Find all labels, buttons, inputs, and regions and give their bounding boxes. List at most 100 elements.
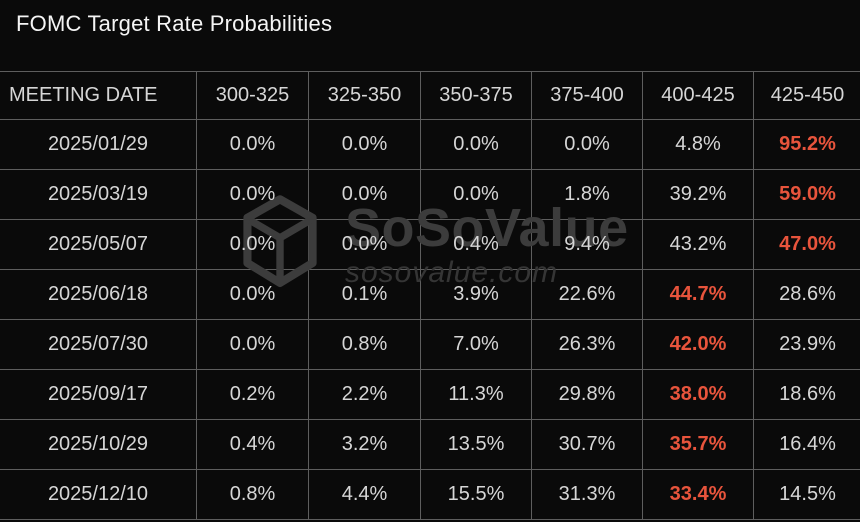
- meeting-date-cell: 2025/05/07: [0, 219, 197, 270]
- probability-value: 0.0%: [453, 183, 499, 205]
- probability-value: 26.3%: [558, 333, 616, 355]
- probability-value: 3.9%: [453, 283, 499, 305]
- probability-cell: 0.0%: [531, 119, 643, 170]
- meeting-date-value: 2025/05/07: [47, 233, 149, 255]
- meeting-date-cell: 2025/12/10: [0, 469, 197, 520]
- probability-value: 3.2%: [341, 433, 388, 455]
- probability-cell: 18.6%: [753, 369, 860, 420]
- table-header-row: MEETING DATE 300-325 325-350 350-375 375-40…: [0, 71, 860, 120]
- probability-cell: 3.2%: [308, 419, 421, 470]
- table-row: 2025/07/30 0.0% 0.8% 7.0% 26.3% 42.0% 23.9%: [0, 319, 860, 370]
- probability-cell: 0.0%: [308, 219, 421, 270]
- probability-cell: 13.5%: [420, 419, 532, 470]
- probability-cell: 4.8%: [642, 119, 754, 170]
- probability-value-highlighted: 33.4%: [669, 483, 727, 505]
- meeting-date-cell: 2025/03/19: [0, 169, 197, 220]
- probability-cell: 22.6%: [531, 269, 643, 320]
- probability-cell: 0.0%: [308, 119, 421, 170]
- probability-value: 13.5%: [447, 433, 505, 455]
- probability-cell: 30.7%: [531, 419, 643, 470]
- probability-value: 0.0%: [229, 283, 276, 305]
- table-row: 2025/06/18 0.0% 0.1% 3.9% 22.6% 44.7% 28.6%: [0, 269, 860, 320]
- meeting-date-cell: 2025/10/29: [0, 419, 197, 470]
- probability-value-highlighted: 35.7%: [669, 433, 727, 455]
- probability-cell: 0.0%: [420, 119, 532, 170]
- meeting-date-value: 2025/10/29: [47, 433, 149, 455]
- probability-value: 16.4%: [779, 433, 836, 455]
- table-body: 2025/01/29 0.0% 0.0% 0.0% 0.0% 4.8% 95.2% 2025/…: [0, 119, 860, 520]
- column-header-rate-range: 400-425: [642, 71, 754, 120]
- probability-cell: 1.8%: [531, 169, 643, 220]
- probability-value-highlighted: 44.7%: [669, 283, 727, 305]
- probability-cell: 44.7%: [642, 269, 754, 320]
- probability-cell: 42.0%: [642, 319, 754, 370]
- probability-value: 2.2%: [341, 383, 388, 405]
- meeting-date-value: 2025/12/10: [47, 483, 149, 505]
- probability-cell: 39.2%: [642, 169, 754, 220]
- probability-cell: 33.4%: [642, 469, 754, 520]
- probability-cell: 11.3%: [420, 369, 532, 420]
- table-row: 2025/09/17 0.2% 2.2% 11.3% 29.8% 38.0% 18.6%: [0, 369, 860, 420]
- probability-cell: 29.8%: [531, 369, 643, 420]
- meeting-date-value: 2025/09/17: [47, 383, 149, 405]
- table-row: 2025/01/29 0.0% 0.0% 0.0% 0.0% 4.8% 95.2%: [0, 119, 860, 170]
- probability-cell: 47.0%: [753, 219, 860, 270]
- probability-value: 0.4%: [229, 433, 276, 455]
- probability-cell: 59.0%: [753, 169, 860, 220]
- table-row: 2025/10/29 0.4% 3.2% 13.5% 30.7% 35.7% 16.4%: [0, 419, 860, 470]
- probability-cell: 0.1%: [308, 269, 421, 320]
- column-header-rate-range: 375-400: [531, 71, 643, 120]
- meeting-date-value: 2025/06/18: [47, 283, 149, 305]
- column-header-label: 375-400: [550, 84, 624, 106]
- probability-cell: 35.7%: [642, 419, 754, 470]
- probability-cell: 16.4%: [753, 419, 860, 470]
- probability-value: 4.8%: [675, 133, 721, 155]
- probability-value: 0.0%: [341, 183, 388, 205]
- rate-probability-table: MEETING DATE 300-325 325-350 350-375 375-40…: [0, 71, 860, 520]
- meeting-date-cell: 2025/06/18: [0, 269, 197, 320]
- probability-cell: 43.2%: [642, 219, 754, 270]
- probability-cell: 0.8%: [196, 469, 309, 520]
- column-header-label: 325-350: [327, 84, 402, 106]
- meeting-date-value: 2025/01/29: [47, 133, 149, 155]
- probability-cell: 0.0%: [196, 219, 309, 270]
- column-header-rate-range: 425-450: [753, 71, 860, 120]
- probability-value: 4.4%: [341, 483, 388, 505]
- probability-cell: 0.4%: [420, 219, 532, 270]
- probability-cell: 14.5%: [753, 469, 860, 520]
- probability-value: 18.6%: [779, 383, 836, 405]
- probability-value-highlighted: 59.0%: [779, 183, 836, 205]
- probability-cell: 2.2%: [308, 369, 421, 420]
- probability-cell: 0.2%: [196, 369, 309, 420]
- column-header-label: 400-425: [661, 84, 735, 106]
- probability-value: 31.3%: [558, 483, 616, 505]
- probability-cell: 0.0%: [420, 169, 532, 220]
- meeting-date-value: 2025/03/19: [47, 183, 149, 205]
- probability-value: 0.0%: [229, 333, 276, 355]
- probability-value: 43.2%: [669, 233, 727, 255]
- probability-cell: 9.4%: [531, 219, 643, 270]
- probability-cell: 26.3%: [531, 319, 643, 370]
- meeting-date-cell: 2025/07/30: [0, 319, 197, 370]
- probability-value: 9.4%: [564, 233, 610, 255]
- probability-cell: 0.0%: [196, 269, 309, 320]
- probability-value: 7.0%: [453, 333, 499, 355]
- probability-cell: 0.0%: [196, 319, 309, 370]
- probability-value: 0.4%: [453, 233, 499, 255]
- probability-cell: 4.4%: [308, 469, 421, 520]
- column-header-label: 350-375: [439, 84, 513, 106]
- probability-value: 29.8%: [558, 383, 616, 405]
- probability-value: 1.8%: [564, 183, 610, 205]
- probability-cell: 15.5%: [420, 469, 532, 520]
- probability-value-highlighted: 95.2%: [779, 133, 836, 155]
- column-header-label: 425-450: [770, 84, 845, 106]
- meeting-date-cell: 2025/09/17: [0, 369, 197, 420]
- probability-value: 0.8%: [341, 333, 388, 355]
- probability-value: 28.6%: [779, 283, 836, 305]
- probability-value: 30.7%: [558, 433, 616, 455]
- probability-cell: 0.4%: [196, 419, 309, 470]
- meeting-date-cell: 2025/01/29: [0, 119, 197, 170]
- column-header-meeting-date: MEETING DATE: [0, 71, 197, 120]
- probability-cell: 95.2%: [753, 119, 860, 170]
